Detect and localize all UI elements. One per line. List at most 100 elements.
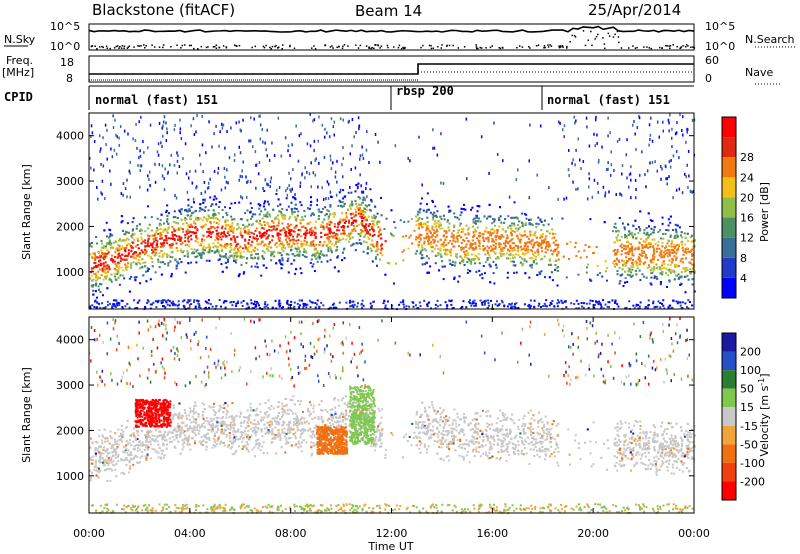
power-point: [342, 232, 345, 235]
power-point: [199, 203, 202, 206]
power-point: [449, 254, 452, 257]
power-point: [298, 253, 301, 256]
power-point: [689, 268, 692, 271]
power-point: [636, 264, 639, 267]
power-point: [441, 265, 444, 268]
power-point: [224, 227, 227, 230]
power-point: [650, 116, 652, 120]
power-point: [616, 258, 619, 261]
power-point: [290, 249, 293, 252]
power-point: [236, 252, 239, 255]
power-point: [520, 234, 523, 237]
power-point: [311, 265, 314, 268]
power-point: [531, 224, 534, 227]
power-point: [680, 258, 683, 261]
power-point: [128, 290, 131, 293]
power-point: [177, 262, 180, 265]
power-point: [427, 235, 430, 238]
power-point: [236, 223, 239, 226]
power-point: [146, 146, 149, 150]
power-point: [237, 249, 240, 252]
power-point: [253, 249, 256, 252]
power-point: [671, 269, 674, 272]
power-point: [105, 271, 108, 274]
power-point: [427, 240, 430, 243]
power-point: [174, 234, 177, 237]
power-point: [108, 278, 111, 281]
power-point: [349, 232, 352, 235]
power-point: [338, 191, 341, 194]
power-point: [624, 233, 627, 236]
nsearch-point: [430, 47, 433, 50]
power-point: [370, 198, 373, 201]
power-point: [431, 245, 434, 248]
power-point: [254, 256, 257, 259]
power-point: [108, 268, 111, 271]
power-point: [346, 234, 349, 237]
power-point: [341, 212, 344, 215]
power-point: [140, 238, 143, 241]
nsearch-point: [549, 44, 551, 46]
power-point: [93, 261, 96, 264]
power-point: [434, 254, 437, 257]
power-point: [529, 232, 532, 235]
power-point: [337, 223, 340, 226]
nsearch-point: [666, 45, 668, 47]
power-point: [442, 214, 445, 217]
power-point: [294, 226, 297, 229]
power-point: [133, 252, 136, 255]
power-point: [200, 240, 203, 243]
power-point: [327, 249, 330, 252]
power-point: [488, 247, 491, 250]
power-point: [99, 255, 102, 258]
power-point: [285, 208, 288, 211]
power-point: [658, 267, 661, 270]
power-point: [337, 240, 340, 243]
power-point: [535, 241, 538, 244]
power-point: [503, 221, 506, 224]
power-point: [513, 224, 516, 227]
nsearch-point: [634, 47, 637, 49]
nsearch-point: [200, 45, 203, 48]
nsearch-point: [398, 44, 401, 47]
nsearch-point: [212, 46, 215, 48]
power-point: [304, 250, 307, 253]
power-point: [467, 232, 470, 235]
power-point: [636, 267, 639, 270]
power-point: [624, 277, 627, 280]
power-point: [350, 244, 353, 247]
nsearch-point: [236, 45, 238, 47]
power-point: [605, 279, 608, 282]
power-point: [201, 247, 204, 250]
power-point: [200, 244, 203, 247]
power-point: [187, 230, 190, 233]
power-point: [505, 237, 508, 240]
power-point: [467, 258, 470, 261]
nsearch-point: [113, 47, 116, 49]
power-point: [516, 217, 519, 220]
power-point: [189, 215, 192, 218]
power-point: [377, 230, 380, 233]
power-point: [529, 234, 532, 237]
power-point: [161, 245, 164, 248]
power-point: [685, 247, 688, 250]
power-point: [447, 205, 450, 208]
power-point: [188, 226, 191, 229]
power-point: [102, 164, 105, 168]
power-point: [637, 258, 640, 261]
power-point: [670, 248, 673, 251]
power-point: [291, 211, 294, 214]
power-point: [462, 259, 465, 262]
power-point: [665, 272, 668, 275]
power-point: [541, 235, 544, 238]
power-point: [270, 250, 273, 253]
power-point: [456, 216, 459, 219]
power-point: [352, 215, 355, 218]
nsearch-point: [616, 30, 619, 33]
power-point: [498, 235, 501, 238]
power-point: [488, 254, 491, 257]
power-point: [125, 244, 128, 247]
power-point: [255, 252, 258, 255]
power-point: [172, 216, 175, 219]
power-point: [464, 233, 467, 236]
